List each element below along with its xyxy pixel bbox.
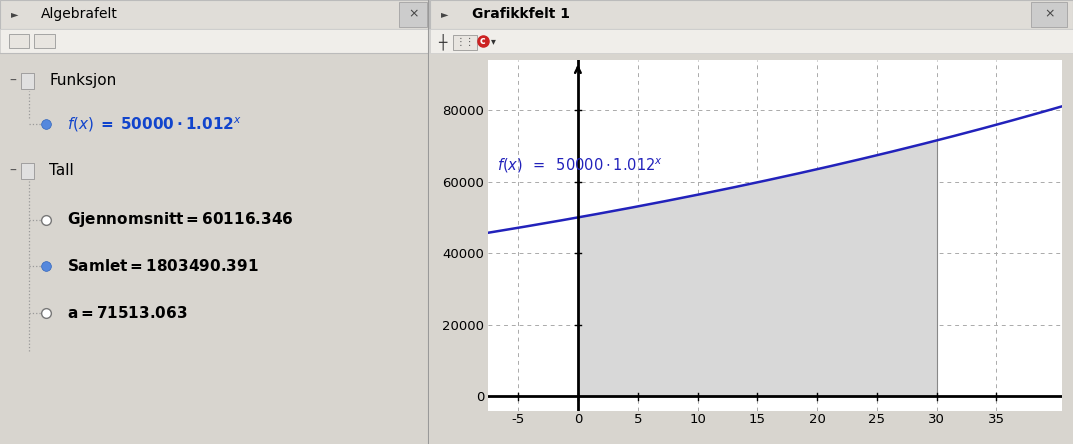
Text: $\mathbf{a = 71513.063}$: $\mathbf{a = 71513.063}$ [67,305,187,321]
Text: ┼: ┼ [438,33,446,50]
Text: –: – [10,164,16,178]
Text: Grafikkfelt 1: Grafikkfelt 1 [472,7,570,21]
Text: ►: ► [441,9,449,19]
Bar [0,29,429,53]
Bar [34,34,55,48]
Bar [399,2,427,27]
Text: $\mathbf{\mathit{f(x)}}$$\mathbf{\; = \; 50000 \cdot 1.012^{\mathit{x}}}$: $\mathbf{\mathit{f(x)}}$$\mathbf{\; = \;… [67,115,241,134]
Text: $\mathbf{Gjennomsnitt = 60116.346}$: $\mathbf{Gjennomsnitt = 60116.346}$ [67,210,293,229]
Bar [20,73,34,89]
Bar [20,163,34,179]
Text: ×: × [1044,8,1055,21]
Text: ×: × [408,8,418,21]
Text: Algebrafelt: Algebrafelt [41,7,118,21]
Text: $\mathbf{Samlet = 1803490.391}$: $\mathbf{Samlet = 1803490.391}$ [67,258,259,274]
Text: c: c [480,36,486,46]
Text: ►: ► [12,9,18,19]
Bar [430,0,1073,29]
Bar [9,34,29,48]
Text: Funksjon: Funksjon [49,73,117,88]
Bar [1031,2,1067,27]
Text: $\mathit{f(x)}\;\;=\;\;50000\cdot1.012^{\mathit{x}}$: $\mathit{f(x)}\;\;=\;\;50000\cdot1.012^{… [497,157,663,175]
Bar [430,29,1073,53]
Text: ▾: ▾ [490,36,496,46]
Text: Tall: Tall [49,163,74,178]
Bar [0,0,429,29]
Bar [453,35,477,50]
Text: ⋮⋮: ⋮⋮ [455,37,474,47]
Text: –: – [10,74,16,88]
